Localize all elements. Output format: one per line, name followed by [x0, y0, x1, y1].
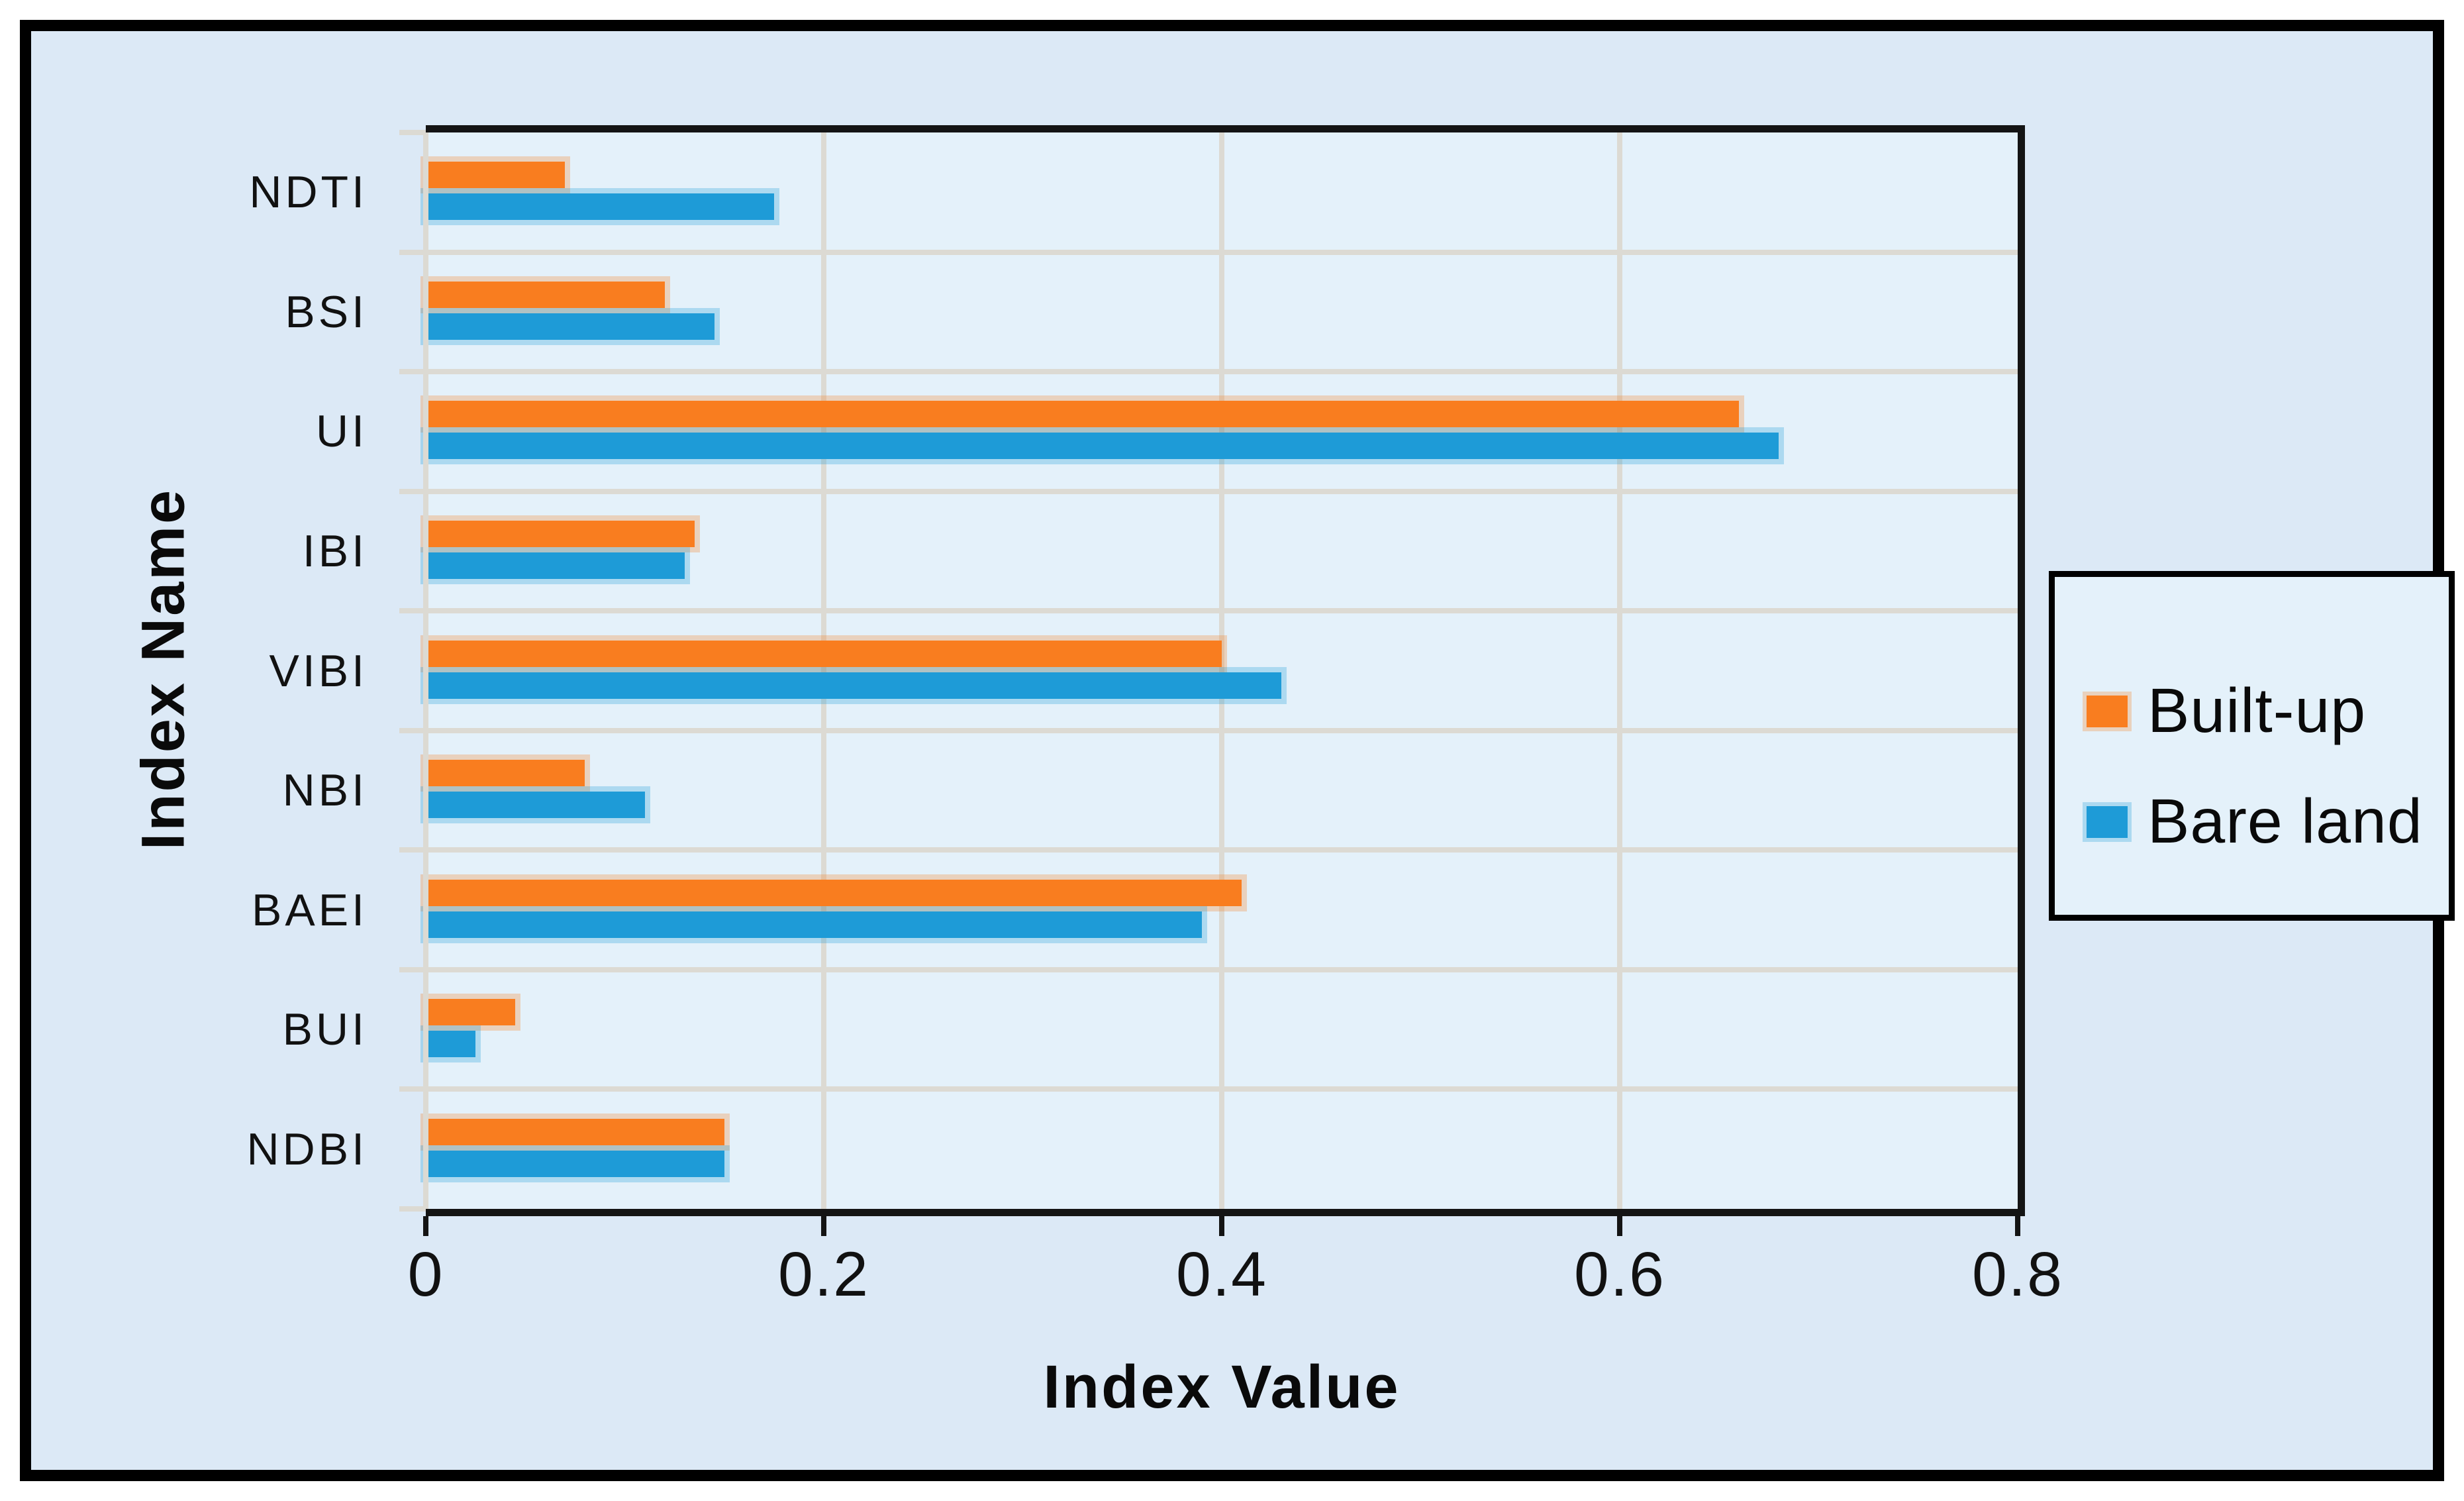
bar-built-up-BSI: [426, 282, 665, 308]
legend-label-bare-land: Bare land: [2147, 786, 2423, 856]
bar-bare-land-BUI: [426, 1031, 476, 1057]
bar-built-up-IBI: [426, 521, 695, 547]
bar-built-up-NDTI: [426, 162, 566, 188]
x-tick-label-0.4: 0.4: [1175, 1239, 1268, 1310]
gridline-x-0.2: [821, 132, 826, 1209]
gridline-row-3: [426, 489, 2018, 494]
y-tick-label-UI: UI: [316, 406, 368, 457]
axis-stub-8: [399, 1086, 426, 1092]
legend-item-bare-land: Bare land: [2087, 780, 2449, 863]
y-tick-label-BSI: BSI: [285, 286, 368, 337]
bar-bare-land-IBI: [426, 552, 685, 579]
bar-built-up-NDBI: [426, 1119, 724, 1145]
plot-area: [399, 125, 2025, 1236]
axis-stub-6: [399, 847, 426, 853]
bar-built-up-NBI: [426, 760, 585, 786]
chart-frame: Index Name Index Value NDTI BSI UI IBI VIBI N…: [20, 20, 2455, 1481]
axis-stub-3: [399, 489, 426, 494]
y-tick-label-BAEI: BAEI: [252, 884, 368, 935]
y-tick-label-NDBI: NDBI: [246, 1123, 368, 1174]
axis-stub-1: [399, 250, 426, 255]
bar-built-up-BAEI: [426, 880, 1242, 906]
bar-bare-land-NDBI: [426, 1151, 724, 1177]
y-tick-label-VIBI: VIBI: [269, 645, 368, 696]
axis-stub-0: [399, 130, 426, 135]
bar-bare-land-VIBI: [426, 672, 1282, 699]
axis-stub-4: [399, 608, 426, 613]
bar-built-up-UI: [426, 401, 1740, 427]
x-tick-label-0.8: 0.8: [1971, 1239, 2064, 1310]
y-axis-line: [423, 132, 428, 1209]
x-tick-label-0.6: 0.6: [1573, 1239, 1666, 1310]
gridline-x-0.6: [1617, 132, 1622, 1209]
bar-bare-land-BSI: [426, 313, 715, 340]
axis-stub-2: [399, 369, 426, 374]
x-tick-label-0.2: 0.2: [777, 1239, 870, 1310]
y-tick-label-BUI: BUI: [282, 1004, 368, 1055]
x-tick-label-0: 0: [407, 1239, 444, 1310]
bar-bare-land-NBI: [426, 792, 645, 818]
gridline-row-7: [426, 967, 2018, 972]
y-tick-label-NBI: NBI: [282, 765, 368, 816]
gridline-row-4: [426, 608, 2018, 613]
x-tick-0.4: [1219, 1216, 1224, 1236]
gridline-row-2: [426, 369, 2018, 374]
gridline-row-6: [426, 847, 2018, 853]
gridline-row-5: [426, 728, 2018, 733]
legend-item-built-up: Built-up: [2087, 670, 2449, 752]
bar-built-up-VIBI: [426, 641, 1222, 667]
gridline-row-1: [426, 250, 2018, 255]
axis-stub-7: [399, 967, 426, 972]
x-tick-0.6: [1617, 1216, 1622, 1236]
x-tick-0: [423, 1216, 428, 1236]
gridline-x-0.4: [1219, 132, 1224, 1209]
legend-label-built-up: Built-up: [2147, 676, 2367, 746]
y-tick-label-IBI: IBI: [302, 525, 368, 576]
x-axis-title: Index Value: [1043, 1353, 1401, 1421]
built-up-swatch-icon: [2087, 695, 2128, 727]
axis-stub-5: [399, 728, 426, 733]
bar-bare-land-BAEI: [426, 911, 1202, 938]
bar-bare-land-NDTI: [426, 193, 774, 220]
bar-built-up-BUI: [426, 999, 516, 1025]
bar-bare-land-UI: [426, 433, 1779, 459]
legend: Built-up Bare land: [2049, 571, 2455, 921]
x-tick-0.2: [821, 1216, 826, 1236]
y-tick-label-NDTI: NDTI: [249, 167, 368, 218]
bare-land-swatch-icon: [2087, 805, 2128, 838]
gridline-row-8: [426, 1086, 2018, 1092]
x-tick-0.8: [2015, 1216, 2020, 1236]
axis-stub-9: [399, 1206, 426, 1212]
